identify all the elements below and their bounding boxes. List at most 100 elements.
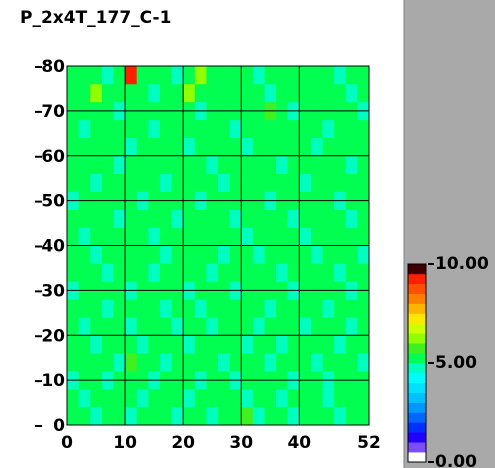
colorbar-band	[408, 333, 426, 344]
heatmap-cell	[78, 335, 91, 354]
heatmap-cell	[194, 173, 207, 192]
colorbar-band	[408, 264, 426, 275]
heatmap-cell	[357, 407, 370, 426]
heatmap-cell	[264, 137, 277, 157]
heatmap-cell	[334, 155, 347, 174]
heatmap-cell	[159, 389, 172, 408]
heatmap-cell	[229, 407, 242, 426]
heatmap-cell	[334, 173, 347, 192]
heatmap-cell	[183, 263, 196, 282]
heatmap-cell	[194, 407, 207, 426]
heatmap-cell	[90, 353, 103, 372]
heatmap-cell	[148, 119, 161, 139]
heatmap-cell	[125, 353, 137, 372]
heatmap-cell	[125, 335, 137, 354]
heatmap-cell	[334, 353, 347, 372]
heatmap-cell	[252, 263, 265, 282]
heatmap-cell	[171, 335, 184, 354]
heatmap-cell	[206, 389, 219, 408]
heatmap-cell	[171, 173, 184, 192]
heatmap-cell	[241, 155, 254, 174]
heatmap-cell	[252, 407, 265, 426]
heatmap-cell	[287, 227, 300, 246]
heatmap-cell	[148, 263, 161, 282]
heatmap-cell	[113, 209, 126, 228]
heatmap-cell	[90, 173, 103, 192]
colorbar-tick-label: 0.00	[435, 452, 477, 468]
heatmap-cell	[171, 209, 184, 228]
heatmap-cell	[113, 66, 126, 85]
heatmap-cell	[101, 335, 114, 354]
heatmap-cell	[241, 119, 254, 139]
x-tick-label: 10	[113, 433, 137, 453]
heatmap-cell	[299, 83, 312, 103]
heatmap-cell	[148, 155, 161, 174]
heatmap-cell	[287, 335, 300, 354]
heatmap-cell	[67, 83, 79, 103]
heatmap-cell	[90, 335, 103, 354]
heatmap-cell	[334, 299, 347, 318]
heatmap-cell	[252, 173, 265, 192]
heatmap-cell	[229, 137, 242, 157]
heatmap-cell	[194, 155, 207, 174]
heatmap-cell	[206, 155, 219, 174]
heatmap-cell	[67, 227, 79, 246]
colorbar-band	[408, 303, 426, 314]
heatmap-cell	[90, 83, 103, 103]
heatmap-cell	[299, 119, 312, 139]
heatmap-cell	[136, 137, 149, 157]
heatmap-cell	[206, 299, 219, 318]
heatmap-cell	[206, 335, 219, 354]
heatmap-cell	[113, 173, 126, 192]
heatmap-cell	[276, 245, 288, 264]
heatmap-cell	[218, 83, 230, 103]
heatmap-cell	[159, 137, 172, 157]
heatmap-cell	[334, 317, 347, 336]
heatmap-cell	[148, 173, 161, 192]
heatmap-cell	[101, 263, 114, 282]
heatmap-cell	[90, 317, 103, 336]
heatmap-cell	[241, 407, 254, 426]
y-tick-label: 0	[53, 416, 65, 436]
heatmap-cell	[136, 209, 149, 228]
heatmap-cell	[67, 137, 79, 157]
heatmap-cell	[252, 353, 265, 372]
heatmap-cell	[287, 353, 300, 372]
heatmap-cell	[287, 173, 300, 192]
heatmap-cell	[90, 227, 103, 246]
heatmap-cell	[183, 155, 196, 174]
heatmap-cell	[159, 245, 172, 264]
heatmap-cell	[276, 83, 288, 103]
y-tick-label: 70	[41, 102, 65, 122]
heatmap-cell	[264, 66, 277, 85]
heatmap-cell	[101, 137, 114, 157]
heatmap-cell	[229, 155, 242, 174]
heatmap-cell	[310, 353, 323, 372]
x-tick-label: 30	[229, 433, 253, 453]
heatmap-cell	[345, 137, 358, 157]
heatmap-cell	[148, 245, 161, 264]
heatmap-cell	[183, 173, 196, 192]
heatmap-cell	[206, 263, 219, 282]
heatmap-cell	[310, 66, 323, 85]
heatmap-cell	[310, 155, 323, 174]
heatmap-cell	[159, 317, 172, 336]
heatmap-cell	[206, 209, 219, 228]
heatmap-cell	[125, 299, 137, 318]
heatmap-cell	[78, 155, 91, 174]
heatmap-cell	[357, 227, 370, 246]
heatmap-cell	[345, 119, 358, 139]
heatmap-cell	[345, 335, 358, 354]
heatmap-cell	[241, 173, 254, 192]
heatmap-cell	[322, 389, 335, 408]
heatmap-cell	[90, 66, 103, 85]
heatmap-cell	[322, 119, 335, 139]
heatmap-cell	[159, 66, 172, 85]
colorbar-band	[408, 412, 426, 423]
heatmap-cell	[264, 353, 277, 372]
heatmap-cell	[125, 155, 137, 174]
heatmap-cell	[67, 299, 79, 318]
heatmap-cell	[78, 389, 91, 408]
heatmap-cell	[206, 317, 219, 336]
heatmap-cell	[113, 317, 126, 336]
